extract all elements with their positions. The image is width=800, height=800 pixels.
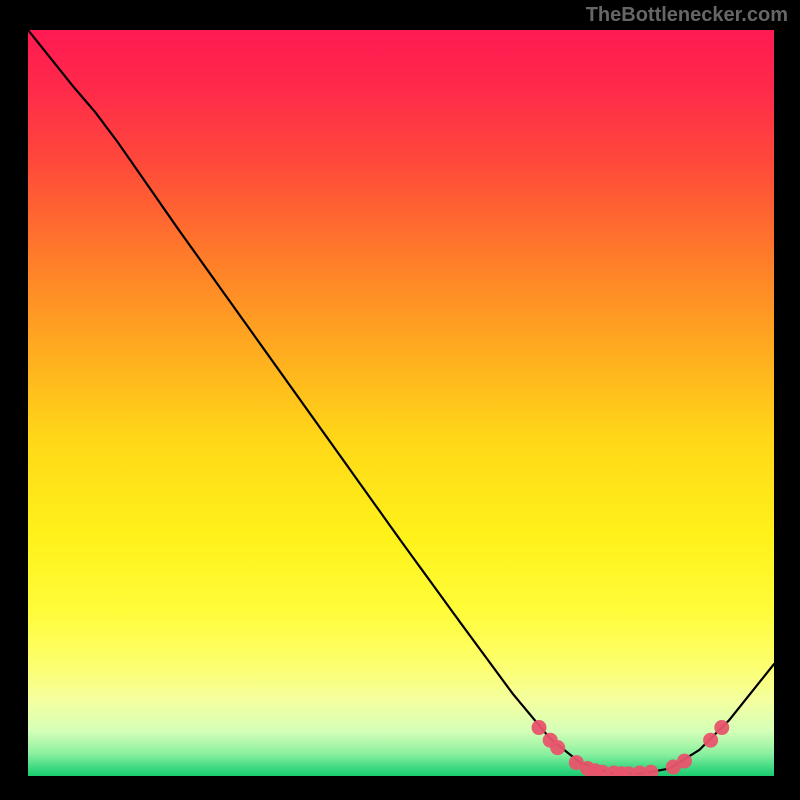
gradient-background: [28, 30, 774, 776]
plot-area: [28, 30, 774, 776]
chart-container: TheBottlenecker.com: [0, 0, 800, 800]
watermark-text: TheBottlenecker.com: [586, 4, 788, 27]
